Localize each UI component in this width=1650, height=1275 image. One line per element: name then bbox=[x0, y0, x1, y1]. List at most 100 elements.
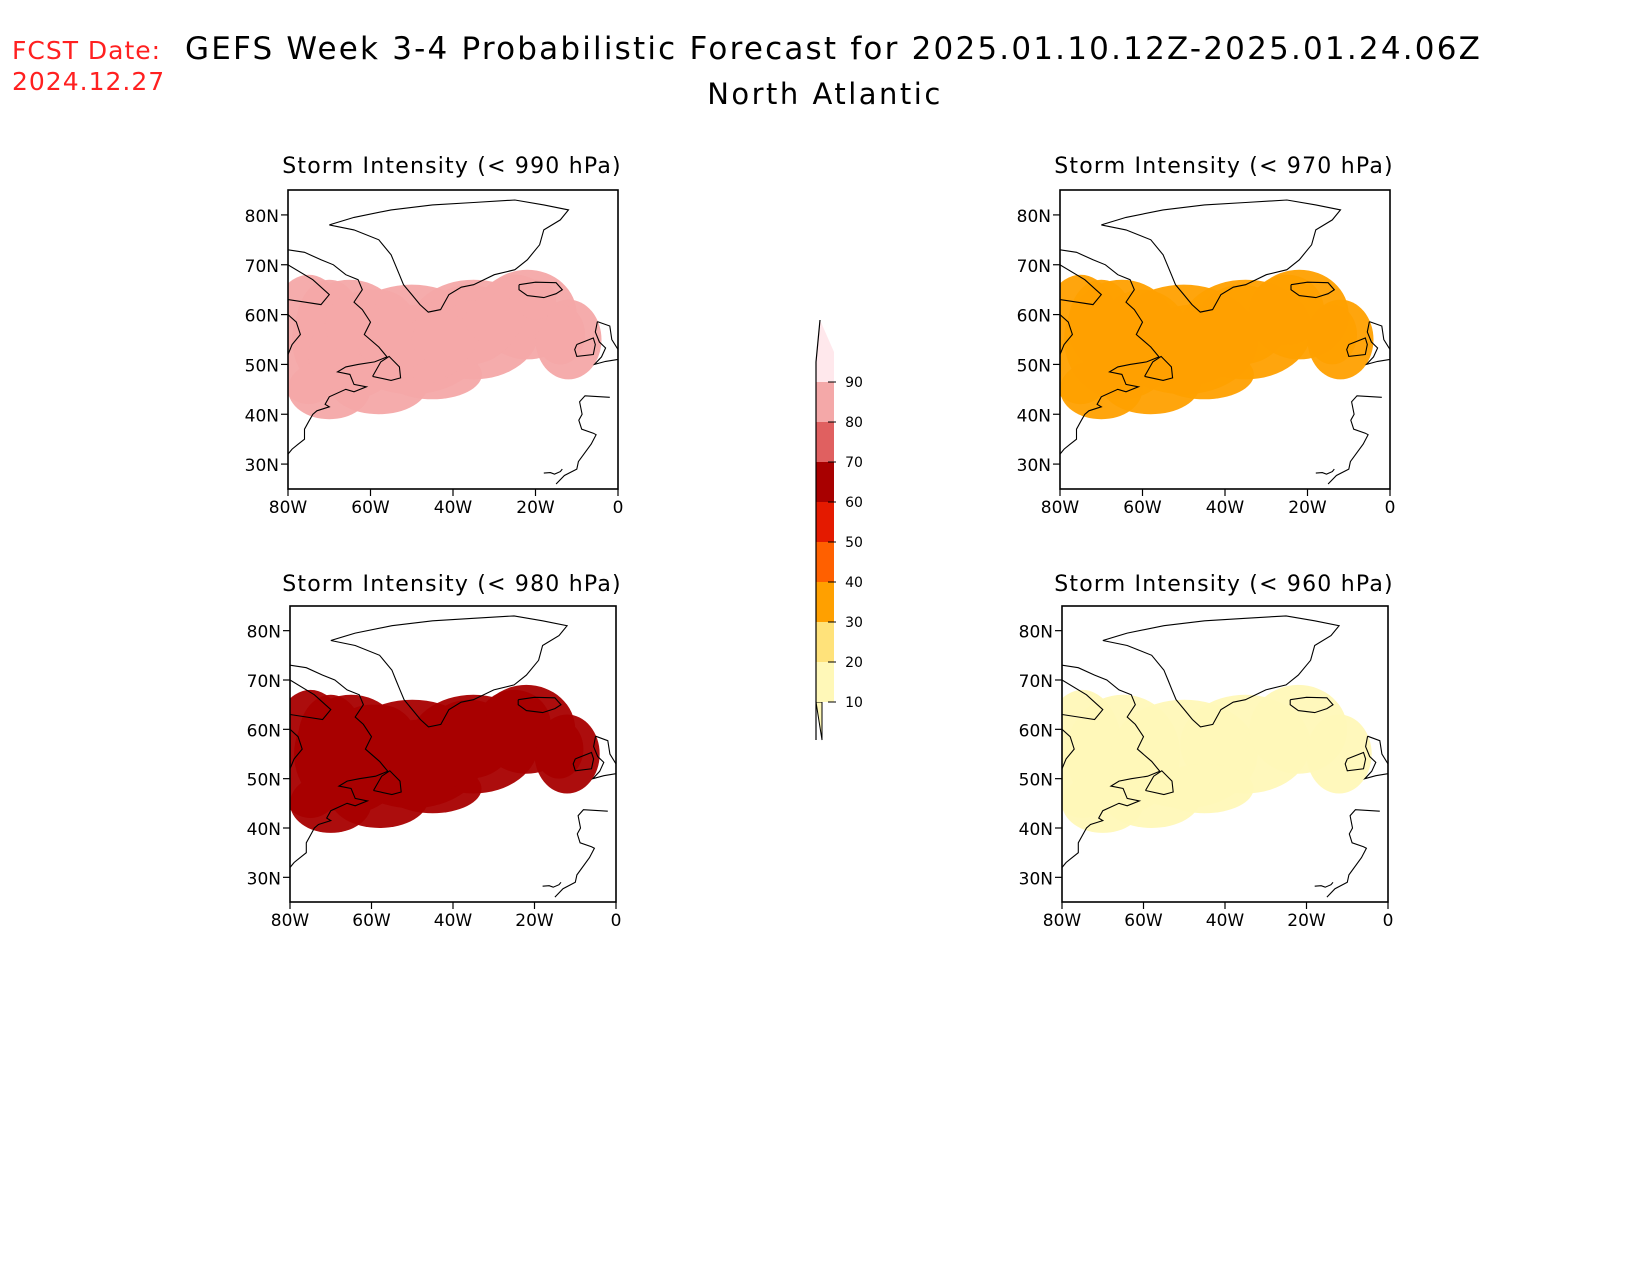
lon-tick-label: 40W bbox=[434, 498, 473, 518]
map-panel-p990: Storm Intensity (< 990 hPa) 80N 70N 60N 50N 4… bbox=[245, 154, 624, 518]
panel-title: Storm Intensity (< 980 hPa) bbox=[282, 572, 622, 597]
lat-tick-label: 80N bbox=[1017, 207, 1051, 227]
lon-tick-label: 20W bbox=[516, 498, 555, 518]
probability-blob bbox=[1306, 714, 1372, 794]
colorbar-segment bbox=[816, 542, 834, 582]
lon-tick-label: 80W bbox=[269, 498, 308, 518]
coastlines bbox=[290, 615, 616, 898]
coastline bbox=[1145, 770, 1174, 796]
colorbar-label: 10 bbox=[845, 695, 863, 711]
probability-blob bbox=[1155, 763, 1254, 814]
colorbar-label: 30 bbox=[845, 615, 863, 631]
lon-tick-label: 20W bbox=[515, 911, 554, 931]
coastline bbox=[1060, 249, 1160, 455]
colorbar-segment bbox=[816, 622, 834, 662]
lon-tick-label: 0 bbox=[1383, 911, 1394, 931]
lat-tick-label: 60N bbox=[247, 721, 281, 741]
panel-title: Storm Intensity (< 960 hPa) bbox=[1054, 572, 1394, 597]
colorbar-label: 90 bbox=[845, 375, 863, 391]
coastline bbox=[1315, 468, 1335, 475]
coastline bbox=[1346, 337, 1368, 357]
coastline bbox=[329, 199, 570, 313]
lat-tick-label: 60N bbox=[1019, 721, 1053, 741]
lat-tick-label: 50N bbox=[1017, 356, 1051, 376]
coastline bbox=[1062, 679, 1104, 721]
map-panel-p960: Storm Intensity (< 960 hPa) 80N 70N 60N 50N 4… bbox=[1019, 572, 1394, 931]
coastline bbox=[517, 696, 562, 714]
coastline bbox=[288, 249, 388, 455]
coastline bbox=[1290, 281, 1336, 299]
probability-blob bbox=[489, 694, 547, 755]
lat-tick-label: 70N bbox=[245, 257, 279, 277]
coastline bbox=[1060, 314, 1074, 355]
coastline bbox=[372, 355, 402, 381]
colorbar-segment bbox=[816, 382, 834, 422]
probability-blob bbox=[535, 304, 585, 365]
lat-tick-label: 30N bbox=[245, 456, 279, 476]
probability-field bbox=[1062, 684, 1372, 833]
lat-tick-label: 40N bbox=[245, 406, 279, 426]
lat-tick-label: 60N bbox=[245, 307, 279, 327]
lat-tick-label: 30N bbox=[247, 869, 281, 889]
lon-tick-label: 20W bbox=[1287, 911, 1326, 931]
coastline bbox=[1363, 735, 1388, 780]
lon-tick-label: 60W bbox=[1123, 498, 1162, 518]
colorbar-segment bbox=[816, 502, 834, 542]
lon-tick-label: 60W bbox=[351, 498, 390, 518]
probability-blob bbox=[411, 314, 478, 365]
coastline bbox=[518, 281, 564, 299]
lat-tick-label: 80N bbox=[1019, 623, 1053, 643]
probability-blob bbox=[1307, 304, 1357, 365]
coastline bbox=[591, 735, 616, 780]
colorbar-label: 50 bbox=[845, 535, 863, 551]
lat-tick-label: 50N bbox=[247, 771, 281, 791]
coastline bbox=[1326, 809, 1380, 898]
main-title: GEFS Week 3-4 Probabilistic Forecast for… bbox=[185, 31, 1483, 67]
coastline bbox=[1364, 321, 1390, 366]
lon-tick-label: 80W bbox=[271, 911, 310, 931]
coastline bbox=[1101, 199, 1342, 313]
colorbar-label: 80 bbox=[845, 415, 863, 431]
colorbar-label: 20 bbox=[845, 655, 863, 671]
lon-tick-label: 0 bbox=[1385, 498, 1396, 518]
lat-tick-label: 80N bbox=[247, 623, 281, 643]
lon-tick-label: 80W bbox=[1041, 498, 1080, 518]
colorbar-label: 40 bbox=[845, 575, 863, 591]
coastline bbox=[288, 264, 331, 306]
map-panel-p970: Storm Intensity (< 970 hPa) 80N 70N 60N 50N 4… bbox=[1017, 154, 1396, 518]
lat-tick-label: 70N bbox=[1019, 672, 1053, 692]
lon-tick-label: 40W bbox=[434, 911, 473, 931]
lat-tick-label: 40N bbox=[247, 820, 281, 840]
colorbar-segment bbox=[816, 422, 834, 462]
probability-field bbox=[288, 269, 602, 420]
coastline bbox=[592, 321, 618, 366]
coastline bbox=[555, 395, 610, 485]
colorbar-segment bbox=[816, 662, 834, 702]
coastline bbox=[1102, 615, 1341, 728]
region-title: North Atlantic bbox=[707, 77, 943, 111]
probability-blob bbox=[534, 719, 584, 779]
fcst-date-value: 2024.12.27 bbox=[12, 67, 166, 96]
map-panel-p980: Storm Intensity (< 980 hPa) 80N 70N 60N 50N 4… bbox=[247, 572, 622, 931]
lat-tick-label: 30N bbox=[1019, 869, 1053, 889]
coastline bbox=[554, 809, 608, 898]
coastline bbox=[542, 881, 562, 888]
lon-tick-label: 60W bbox=[352, 911, 391, 931]
coastlines bbox=[1060, 199, 1390, 485]
probability-field bbox=[1060, 269, 1374, 420]
colorbar-label: 60 bbox=[845, 495, 863, 511]
probability-blob bbox=[465, 294, 524, 345]
colorbar-bottom-cap bbox=[815, 701, 823, 741]
colorbar: 10 20 30 40 50 60 70 80 90 bbox=[815, 319, 863, 741]
coastline bbox=[543, 468, 563, 475]
fcst-date-label: FCST Date: bbox=[12, 36, 162, 65]
coastline bbox=[1327, 395, 1382, 485]
coastline bbox=[290, 728, 303, 770]
coastline bbox=[1314, 881, 1334, 888]
coastline bbox=[1344, 751, 1367, 772]
lat-tick-label: 40N bbox=[1017, 406, 1051, 426]
coastline bbox=[1144, 355, 1174, 381]
coastline bbox=[373, 770, 402, 796]
coastline bbox=[1062, 728, 1075, 770]
lat-tick-label: 50N bbox=[1019, 771, 1053, 791]
